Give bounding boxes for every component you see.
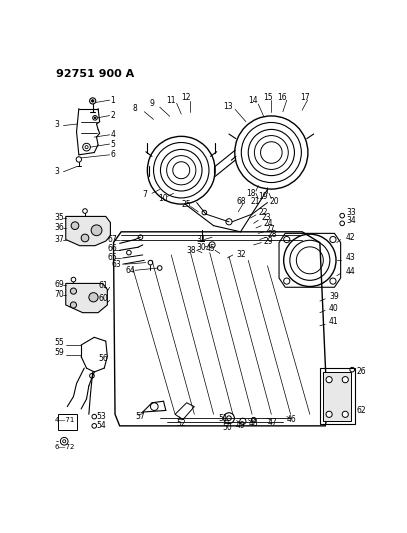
Text: 15: 15 [264, 93, 273, 102]
Text: 6: 6 [110, 150, 115, 159]
Circle shape [326, 411, 332, 417]
Text: 47: 47 [267, 417, 277, 426]
Text: 12: 12 [181, 93, 191, 102]
Text: 55: 55 [54, 338, 64, 347]
Text: 4: 4 [110, 130, 115, 139]
Text: 42: 42 [346, 233, 356, 241]
Text: 70: 70 [54, 290, 64, 300]
Text: 38: 38 [187, 246, 196, 255]
Circle shape [81, 234, 89, 242]
Text: 64: 64 [125, 266, 135, 275]
Polygon shape [66, 284, 107, 313]
Text: 29: 29 [264, 237, 273, 246]
Text: 60: 60 [98, 294, 108, 303]
Text: 6—72: 6—72 [54, 445, 74, 450]
Text: 9: 9 [150, 100, 155, 109]
Text: 48: 48 [248, 419, 258, 428]
Text: 32: 32 [237, 251, 246, 260]
Text: 23: 23 [261, 213, 271, 222]
Text: 69: 69 [54, 280, 64, 289]
Polygon shape [323, 372, 351, 421]
Circle shape [71, 222, 79, 230]
Circle shape [326, 377, 332, 383]
Text: 63: 63 [112, 260, 122, 269]
Text: 61: 61 [98, 281, 108, 290]
Text: 4—71: 4—71 [54, 417, 74, 423]
Text: 41: 41 [329, 318, 339, 326]
Text: 66: 66 [107, 244, 117, 253]
Text: 19: 19 [258, 192, 268, 201]
Text: 37: 37 [54, 235, 64, 244]
Text: 57: 57 [135, 412, 145, 421]
Text: 56: 56 [98, 353, 108, 362]
Text: 39: 39 [329, 292, 339, 301]
Text: 11: 11 [166, 95, 175, 104]
Text: 22: 22 [258, 208, 268, 217]
Text: 67: 67 [107, 235, 117, 244]
Text: 10: 10 [158, 194, 168, 203]
Text: 26: 26 [356, 367, 365, 376]
Text: 34: 34 [346, 216, 356, 225]
Text: 54: 54 [96, 422, 106, 430]
Polygon shape [66, 216, 110, 246]
Text: 43: 43 [346, 254, 356, 262]
Text: 3: 3 [54, 167, 59, 176]
Text: 59: 59 [54, 348, 64, 357]
Text: 20: 20 [269, 197, 279, 206]
Text: 49: 49 [235, 422, 245, 430]
Text: 25: 25 [181, 199, 191, 208]
Text: 68: 68 [237, 197, 246, 206]
Text: 27: 27 [266, 225, 276, 234]
Text: 40: 40 [329, 304, 339, 313]
Text: 18: 18 [246, 189, 256, 198]
Text: 31: 31 [197, 235, 206, 244]
Text: 1: 1 [110, 95, 115, 104]
Circle shape [70, 288, 77, 294]
Text: 51: 51 [218, 414, 228, 423]
Text: 44: 44 [346, 268, 356, 276]
Text: 21: 21 [251, 197, 260, 206]
Text: 92751 900 A: 92751 900 A [56, 69, 134, 79]
Text: 17: 17 [301, 93, 310, 102]
Text: 46: 46 [287, 415, 296, 424]
Text: 28: 28 [267, 230, 277, 239]
Text: 65: 65 [107, 254, 117, 262]
Circle shape [342, 411, 348, 417]
Text: 62: 62 [356, 406, 365, 415]
Text: 8: 8 [133, 104, 138, 113]
Circle shape [91, 225, 102, 236]
Text: 14: 14 [248, 96, 258, 106]
Text: 36: 36 [54, 223, 64, 232]
Text: 3: 3 [54, 119, 59, 128]
Text: 7: 7 [143, 190, 148, 199]
Text: 35: 35 [54, 213, 64, 222]
Text: 5: 5 [110, 140, 115, 149]
Text: 53: 53 [96, 412, 106, 421]
Circle shape [70, 302, 77, 308]
Text: 52: 52 [177, 419, 186, 428]
Text: 33: 33 [346, 208, 356, 217]
Text: 24: 24 [264, 219, 273, 228]
Text: 30: 30 [197, 243, 206, 252]
Text: 16: 16 [278, 93, 287, 102]
Circle shape [94, 117, 96, 119]
Circle shape [89, 293, 98, 302]
Circle shape [342, 377, 348, 383]
Text: 13: 13 [223, 102, 232, 111]
Text: 50: 50 [223, 423, 232, 432]
Circle shape [92, 100, 94, 102]
Text: 2: 2 [110, 111, 115, 120]
Text: 45: 45 [206, 244, 216, 253]
